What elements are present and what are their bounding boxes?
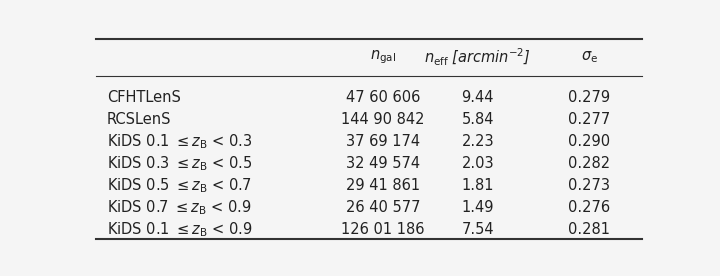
Text: 29 41 861: 29 41 861 (346, 178, 420, 193)
Text: 0.276: 0.276 (568, 200, 611, 215)
Text: 0.273: 0.273 (568, 178, 611, 193)
Text: 1.49: 1.49 (462, 200, 494, 215)
Text: 0.281: 0.281 (568, 222, 611, 237)
Text: 2.03: 2.03 (462, 156, 494, 171)
Text: KiDS 0.5 $\leq z_{\mathrm{B}}$ < 0.7: KiDS 0.5 $\leq z_{\mathrm{B}}$ < 0.7 (107, 176, 251, 195)
Text: $n_{\mathrm{gal}}$: $n_{\mathrm{gal}}$ (370, 49, 396, 66)
Text: 32 49 574: 32 49 574 (346, 156, 420, 171)
Text: 0.282: 0.282 (568, 156, 611, 171)
Text: KiDS 0.1 $\leq z_{\mathrm{B}}$ < 0.3: KiDS 0.1 $\leq z_{\mathrm{B}}$ < 0.3 (107, 132, 252, 151)
Text: 144 90 842: 144 90 842 (341, 112, 425, 127)
Text: $n_{\mathrm{eff}}$ [arcmin$^{-2}$]: $n_{\mathrm{eff}}$ [arcmin$^{-2}$] (424, 47, 531, 68)
Text: 0.290: 0.290 (568, 134, 611, 149)
Text: 7.54: 7.54 (462, 222, 494, 237)
Text: 2.23: 2.23 (462, 134, 494, 149)
Text: RCSLenS: RCSLenS (107, 112, 171, 127)
Text: KiDS 0.1 $\leq z_{\mathrm{B}}$ < 0.9: KiDS 0.1 $\leq z_{\mathrm{B}}$ < 0.9 (107, 220, 252, 239)
Text: KiDS 0.3 $\leq z_{\mathrm{B}}$ < 0.5: KiDS 0.3 $\leq z_{\mathrm{B}}$ < 0.5 (107, 154, 252, 173)
Text: 26 40 577: 26 40 577 (346, 200, 420, 215)
Text: 5.84: 5.84 (462, 112, 494, 127)
Text: KiDS 0.7 $\leq z_{\mathrm{B}}$ < 0.9: KiDS 0.7 $\leq z_{\mathrm{B}}$ < 0.9 (107, 198, 251, 217)
Text: 9.44: 9.44 (462, 91, 494, 105)
Text: $\sigma_{\mathrm{e}}$: $\sigma_{\mathrm{e}}$ (581, 50, 598, 65)
Text: 37 69 174: 37 69 174 (346, 134, 420, 149)
Text: 0.279: 0.279 (568, 91, 611, 105)
Text: 47 60 606: 47 60 606 (346, 91, 420, 105)
Text: 0.277: 0.277 (568, 112, 611, 127)
Text: 1.81: 1.81 (462, 178, 494, 193)
Text: 126 01 186: 126 01 186 (341, 222, 425, 237)
Text: CFHTLenS: CFHTLenS (107, 91, 181, 105)
